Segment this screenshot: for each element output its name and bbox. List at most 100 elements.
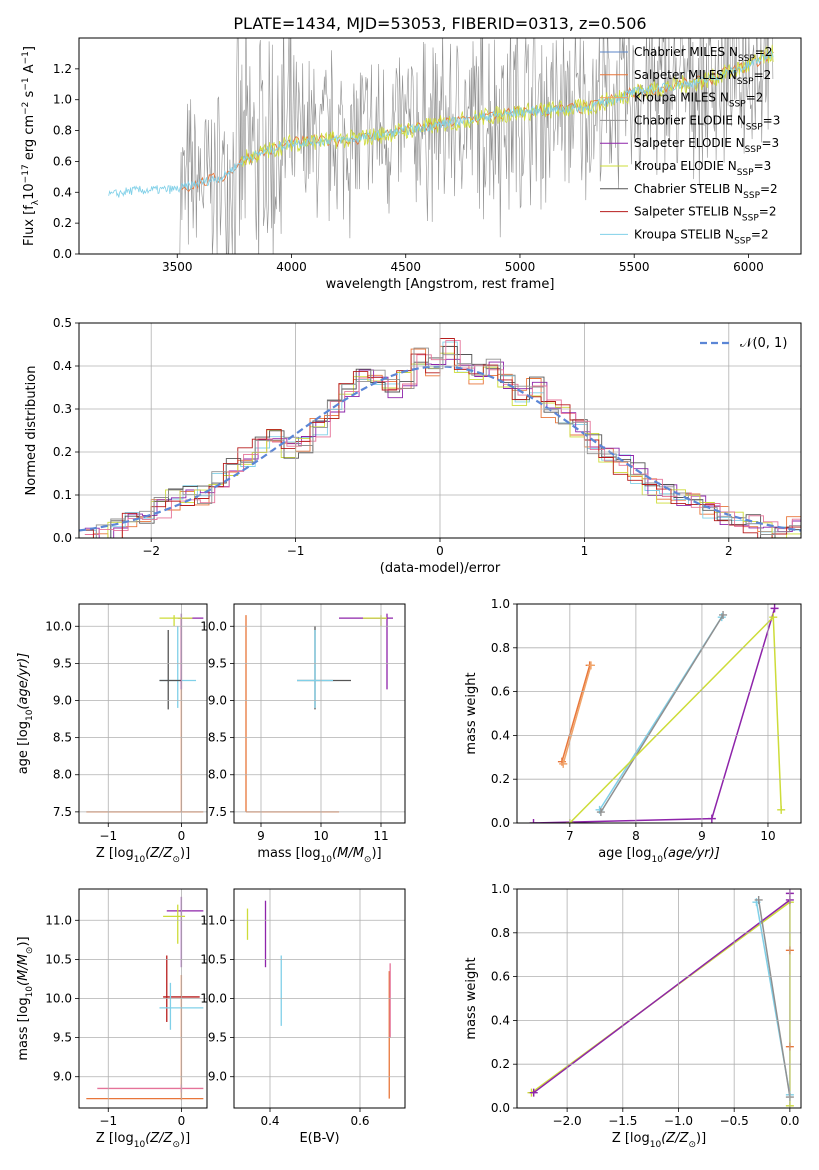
x-axis-label: wavelength [Angstrom, rest frame] [326,277,555,292]
y-axis-label-part: A [22,64,37,77]
legend-entry-part: =2 [760,182,778,196]
x-axis-label-part: E(B-V) [299,1131,339,1146]
grid-weight-age [517,603,801,824]
y-tick-label: 0.4 [53,185,72,199]
x-axis-label: Z [log10(Z/Z⊙)] [96,846,190,865]
panel-age-Z: −1 07.58.08.59.09.510.0Z [log10(Z/Z⊙)]age… [16,603,208,865]
grid-mass-Z [79,889,207,1108]
weight-line [600,614,724,813]
x-axis-label-part: )] [180,1131,190,1146]
y-tick-label: 0.2 [53,216,72,230]
weight-marker [770,604,779,613]
panels: 3500 4000 4500 5000 5500 6000 0.0 0.2 0.4 0.6 0.8 1… [16,37,802,1150]
x-tick-label: 1 [581,544,589,558]
x-tick-label: −2.0 [553,1114,582,1128]
legend-entry-part: =3 [763,113,781,127]
y-tick-label: 10.0 [200,619,227,633]
x-axis-label-part: 10 [134,1140,146,1150]
y-axis-label-part: mass weight [464,957,479,1039]
legend-entry-part: SSP [734,236,751,246]
x-tick-label: −1 [99,1114,117,1128]
legend-residuals: 𝒩(0, 1) [700,336,787,351]
weight-marker [719,610,728,619]
y-tick-label: 10.0 [200,992,227,1006]
y-axis-label-part: mass weight [464,672,479,754]
axes-frame [78,603,208,824]
x-tick-label: 0 [178,829,186,843]
y-axis-label-part: (M/M [16,954,31,986]
legend-entry-part: SSP [743,191,760,201]
legend-entry-part: Kroupa MILES N [634,91,729,105]
weight-marker [529,1088,538,1097]
y-tick-label: 0.6 [491,685,510,699]
y-axis-label-part: s [22,90,37,101]
y-tick-label: 10.0 [45,619,72,633]
x-tick-label: 0.4 [260,1114,279,1128]
y-tick-label: 10.5 [45,952,72,966]
hist-series [84,358,801,538]
axes-frame [233,603,406,824]
legend-entry-part: SSP [745,145,762,155]
series-kroupa-elodie [240,44,774,167]
plot-area-age-mass [245,613,393,813]
x-tick-label: −0.5 [720,1114,749,1128]
y-axis-label-part: 10 [22,183,37,200]
axes-frame [78,37,802,255]
hist-series [81,346,801,538]
y-axis-label-part: 10 [25,709,35,721]
y-tick-label: 0.2 [491,1057,510,1071]
legend-entry-part: =2 [746,91,764,105]
x-axis-label-part: mass [log [257,846,320,861]
x-tick-label: 11 [373,829,388,843]
panel-mass-Z: −1 09.09.510.010.511.0Z [log10(Z/Z⊙)]mass… [16,888,208,1150]
x-tick-label: 9 [698,829,706,843]
x-tick-label: −1.0 [664,1114,693,1128]
x-tick-label: 4500 [390,260,421,274]
series-elodie-noise [179,38,774,254]
x-axis-label-part: age [log [598,846,651,861]
x-tick-label: 10 [760,829,775,843]
panel-mass-EBV: 0.4 0.6 9.0 9.5 10.0 10.5 11.0 E(B-V) [200,888,406,1146]
plot-area-age-Z [86,613,204,813]
plot-area-spectrum [108,38,774,254]
y-tick-label: 1.0 [491,597,510,611]
y-tick-label: 0.0 [491,816,510,830]
x-tick-label: 5000 [505,260,536,274]
x-axis-label: age [log10(age/yr)] [598,846,720,865]
legend-entry-part: SSP [729,100,746,110]
y-tick-label: 0.3 [53,402,72,416]
y-axis-label-part: −1 [21,51,31,64]
weight-marker [777,805,786,814]
y-axis-label: Normed distribution [24,366,39,496]
x-axis-label: mass [log10(M/M⊙)] [257,846,381,865]
legend-entry-part: SSP [738,54,755,64]
legend-entry: Salpeter STELIB NSSP=2 [634,205,776,224]
y-tick-label: 0.1 [53,488,72,502]
hist-series [81,341,801,538]
axes-frame [78,888,208,1109]
y-axis-label-part: erg cm [22,115,37,164]
y-axis-label-part: 10 [25,986,35,998]
y-tick-label: 9.0 [208,694,227,708]
weight-marker [754,895,763,904]
legend-entry-part: Chabrier ELODIE N [634,113,746,127]
y-tick-label: 9.0 [53,694,72,708]
figure-title: PLATE=1434, MJD=53053, FIBERID=0313, z=0… [233,14,646,33]
x-tick-label: 4000 [276,260,307,274]
x-axis-label-part: )] [180,846,190,861]
y-tick-label: 1.0 [491,882,510,896]
weight-marker [707,814,716,823]
x-tick-label: 8 [632,829,640,843]
x-axis-label-part: (Z/Z [145,1131,173,1146]
x-axis-label-part: (M/M [332,846,364,861]
axes-frame [516,888,802,1109]
grid-age-Z [79,604,207,823]
y-tick-label: 0.2 [53,445,72,459]
legend-entry-part: SSP [746,122,763,132]
x-tick-label: 0 [178,1114,186,1128]
y-tick-label: 8.0 [53,768,72,782]
legend-entry: Salpeter MILES NSSP=2 [634,68,771,87]
x-tick-label: 5500 [619,260,650,274]
x-tick-label: 3500 [162,260,193,274]
